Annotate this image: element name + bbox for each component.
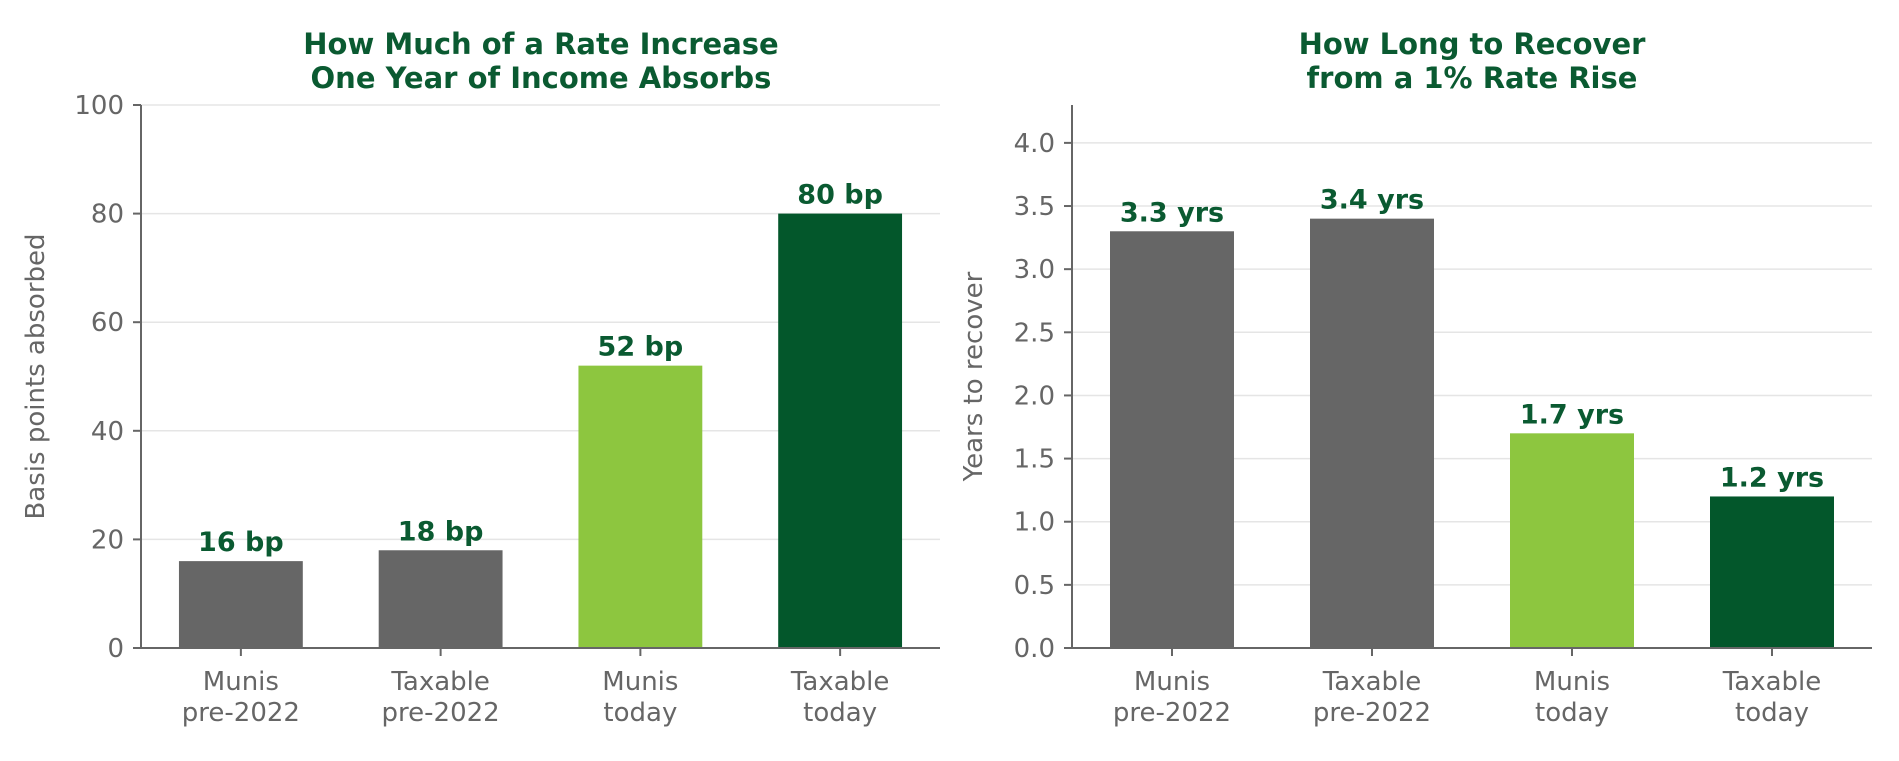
chart-title: How Long to Recover <box>1299 27 1647 61</box>
data-label: 1.2 yrs <box>1720 462 1824 493</box>
x-tick-label: Taxable <box>390 667 490 697</box>
x-tick-label: pre-2022 <box>182 698 300 728</box>
x-tick-label: Taxable <box>1322 667 1422 697</box>
data-label: 18 bp <box>398 516 484 547</box>
x-tick-label: pre-2022 <box>382 698 500 728</box>
y-tick-label: 1.0 <box>1014 508 1055 538</box>
x-tick-label: pre-2022 <box>1113 698 1231 728</box>
x-tick-label: today <box>603 698 677 728</box>
data-label: 3.3 yrs <box>1120 197 1224 228</box>
x-tick-label: Taxable <box>790 667 890 697</box>
bar <box>178 561 303 648</box>
chart-title: from a 1% Rate Rise <box>1307 61 1638 95</box>
x-tick-label: Munis <box>602 667 678 697</box>
y-axis-label: Years to recover <box>959 271 989 482</box>
data-label: 80 bp <box>797 180 883 211</box>
y-axis-label: Basis points absorbed <box>21 233 51 519</box>
y-tick-label: 2.5 <box>1014 318 1055 348</box>
y-tick-label: 0.5 <box>1014 571 1055 601</box>
y-tick-label: 60 <box>91 308 124 338</box>
y-tick-label: 20 <box>91 525 124 555</box>
chart-title: How Much of a Rate Increase <box>303 27 778 61</box>
data-label: 52 bp <box>598 332 684 363</box>
y-tick-label: 40 <box>91 417 124 447</box>
y-tick-label: 3.5 <box>1014 192 1055 222</box>
y-tick-label: 3.0 <box>1014 255 1055 285</box>
x-tick-label: today <box>803 698 877 728</box>
y-tick-label: 4.0 <box>1014 129 1055 159</box>
y-tick-label: 0.0 <box>1014 634 1055 664</box>
chart-title: One Year of Income Absorbs <box>311 61 772 95</box>
data-label: 16 bp <box>198 527 284 558</box>
bar <box>1510 433 1634 648</box>
x-tick-label: today <box>1535 698 1609 728</box>
bar <box>578 365 703 648</box>
y-tick-label: 100 <box>74 91 124 121</box>
bar <box>1310 218 1434 648</box>
data-label: 1.7 yrs <box>1520 399 1624 430</box>
y-tick-label: 0 <box>107 634 124 664</box>
x-tick-label: Munis <box>1534 667 1610 697</box>
x-tick-label: pre-2022 <box>1313 698 1431 728</box>
y-tick-label: 80 <box>91 200 124 230</box>
bar <box>778 213 903 648</box>
x-tick-label: Munis <box>203 667 279 697</box>
x-tick-label: today <box>1735 698 1809 728</box>
y-tick-label: 1.5 <box>1014 445 1055 475</box>
bar <box>378 550 503 648</box>
x-tick-label: Munis <box>1134 667 1210 697</box>
bar <box>1110 231 1234 649</box>
bar <box>1710 496 1834 648</box>
y-tick-label: 2.0 <box>1014 381 1055 411</box>
x-tick-label: Taxable <box>1722 667 1822 697</box>
data-label: 3.4 yrs <box>1320 185 1424 216</box>
